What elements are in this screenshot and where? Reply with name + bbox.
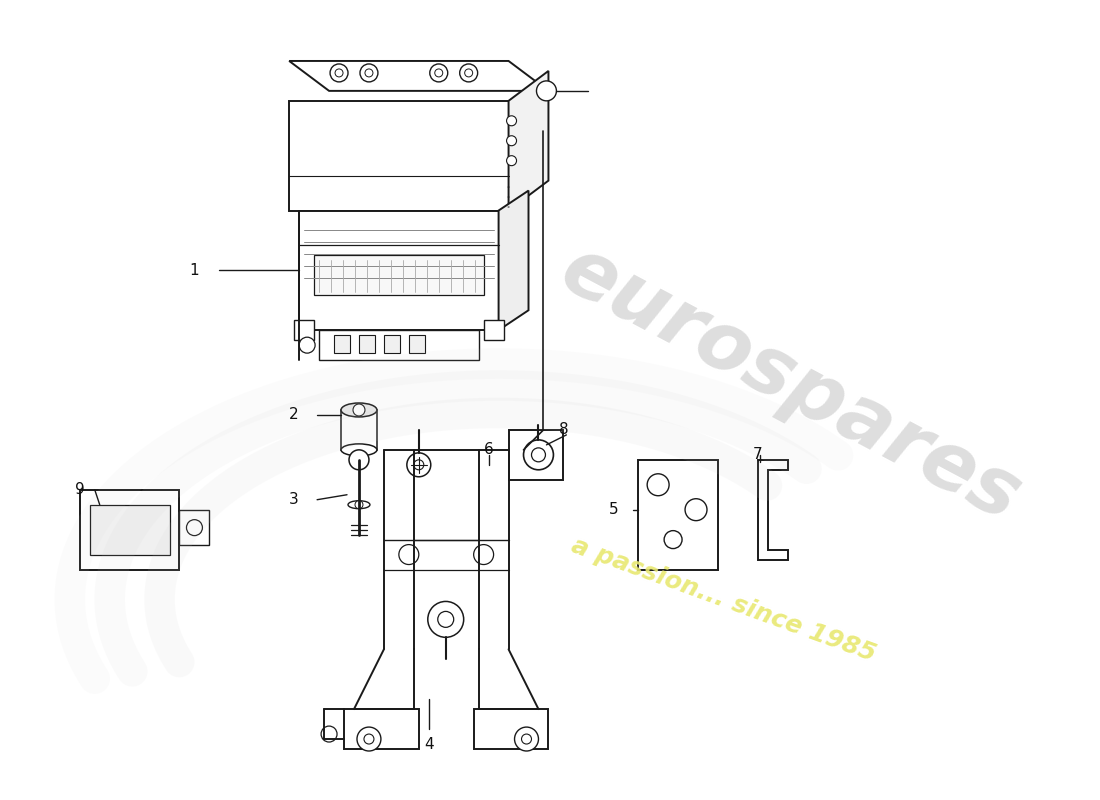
- Bar: [315, 255, 484, 295]
- Circle shape: [438, 611, 453, 627]
- Circle shape: [647, 474, 669, 496]
- Bar: [384, 335, 400, 353]
- Circle shape: [474, 545, 494, 565]
- Polygon shape: [498, 190, 528, 330]
- Polygon shape: [638, 460, 718, 570]
- Polygon shape: [508, 430, 563, 480]
- Text: 7: 7: [754, 447, 762, 462]
- Text: 9: 9: [75, 482, 85, 498]
- Circle shape: [507, 116, 517, 126]
- Bar: [334, 335, 350, 353]
- Circle shape: [507, 136, 517, 146]
- Polygon shape: [508, 71, 549, 210]
- Text: eurospares: eurospares: [547, 230, 1033, 538]
- Text: 5: 5: [608, 502, 618, 517]
- Text: 6: 6: [484, 442, 494, 458]
- Circle shape: [187, 520, 202, 536]
- Circle shape: [299, 337, 315, 353]
- Circle shape: [524, 440, 553, 470]
- Text: 1: 1: [189, 263, 199, 278]
- Circle shape: [460, 64, 477, 82]
- Circle shape: [364, 734, 374, 744]
- Circle shape: [434, 69, 442, 77]
- Circle shape: [321, 726, 337, 742]
- Bar: [409, 335, 425, 353]
- Circle shape: [399, 545, 419, 565]
- Bar: [319, 330, 478, 360]
- Circle shape: [414, 460, 424, 470]
- Polygon shape: [474, 709, 549, 749]
- Bar: [484, 320, 504, 340]
- Polygon shape: [758, 460, 788, 559]
- Ellipse shape: [341, 403, 377, 417]
- Polygon shape: [289, 61, 549, 91]
- Circle shape: [349, 450, 368, 470]
- Ellipse shape: [348, 501, 370, 509]
- Polygon shape: [289, 101, 508, 210]
- Circle shape: [360, 64, 378, 82]
- Circle shape: [531, 448, 546, 462]
- Circle shape: [507, 156, 517, 166]
- Circle shape: [685, 498, 707, 521]
- Bar: [90, 505, 169, 554]
- Text: 2: 2: [289, 407, 299, 422]
- Text: 3: 3: [289, 492, 299, 507]
- Circle shape: [664, 530, 682, 549]
- Circle shape: [464, 69, 473, 77]
- Circle shape: [365, 69, 373, 77]
- Circle shape: [355, 501, 363, 509]
- Polygon shape: [80, 490, 179, 570]
- Circle shape: [407, 453, 431, 477]
- Bar: [294, 320, 315, 340]
- Circle shape: [521, 734, 531, 744]
- Circle shape: [353, 404, 365, 416]
- Circle shape: [515, 727, 539, 751]
- Circle shape: [428, 602, 464, 638]
- Text: a passion... since 1985: a passion... since 1985: [569, 533, 880, 666]
- Circle shape: [537, 81, 557, 101]
- Text: 4: 4: [424, 737, 433, 751]
- Circle shape: [336, 69, 343, 77]
- Polygon shape: [179, 510, 209, 545]
- Bar: [359, 335, 375, 353]
- Polygon shape: [299, 210, 498, 330]
- Bar: [341, 410, 377, 450]
- Circle shape: [358, 727, 381, 751]
- Text: 8: 8: [559, 422, 569, 438]
- Circle shape: [430, 64, 448, 82]
- Circle shape: [330, 64, 348, 82]
- Polygon shape: [344, 709, 419, 749]
- Ellipse shape: [341, 444, 377, 456]
